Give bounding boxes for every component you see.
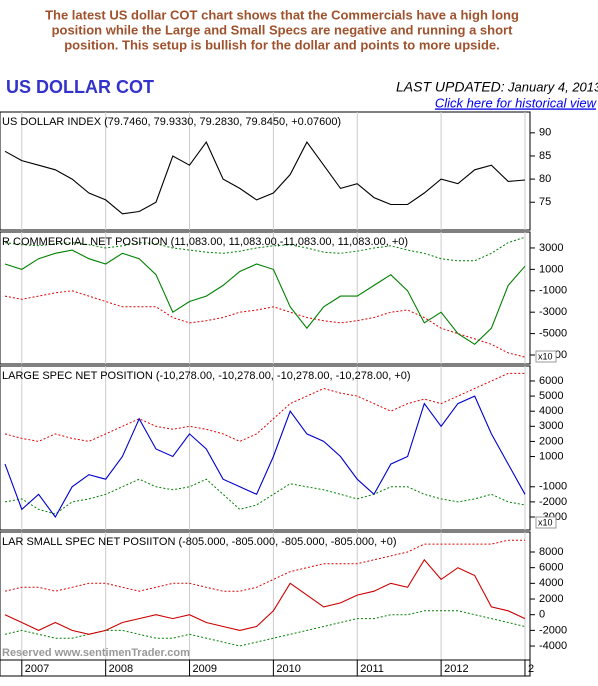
y-tick-label: -1000 (539, 481, 567, 493)
y-tick-label: 75 (539, 196, 551, 208)
y-tick-label: 3000 (539, 242, 563, 254)
y-tick-label: 80 (539, 173, 551, 185)
y-tick-label: -5000 (539, 328, 567, 340)
y-tick-label: -2000 (539, 496, 567, 508)
y-tick-label: 2000 (539, 593, 563, 605)
y-tick-label: 4000 (539, 405, 563, 417)
x-tick-label: 2010 (276, 663, 300, 675)
y-tick-label: 90 (539, 127, 551, 139)
panel-title: LAR SMALL SPEC NET POSIITON (-805.000, -… (2, 536, 396, 548)
x-tick-label: 2008 (109, 663, 133, 675)
y-tick-label: -2000 (539, 624, 567, 636)
panel-title: R COMMERCIAL NET POSITION (11,083.00, 11… (2, 236, 408, 248)
y-tick-label: 6000 (539, 562, 563, 574)
series-line (4, 478, 526, 515)
series-line (4, 141, 526, 215)
panel (0, 231, 531, 365)
x-tick-label: 2012 (444, 663, 468, 675)
header-line: position. This setup is bullish for the … (64, 37, 500, 52)
annotation: x10 (538, 517, 553, 527)
y-tick-label: -4000 (539, 640, 567, 652)
panel-title: LARGE SPEC NET POSITION (-10,278.00, -10… (2, 370, 411, 382)
y-tick-label: 5000 (539, 390, 563, 402)
historical-link[interactable]: Click here for historical view (435, 95, 598, 110)
series-line (4, 395, 526, 519)
y-tick-label: 3000 (539, 420, 563, 432)
y-tick-label: -1000 (539, 285, 567, 297)
series-line (4, 290, 526, 358)
x-tick-label: 2011 (360, 663, 384, 675)
annotation-box (535, 516, 557, 529)
panel (0, 111, 531, 231)
series-line (4, 539, 525, 592)
y-tick-label: 1000 (539, 450, 563, 462)
y-tick-label: -3000 (539, 306, 567, 318)
series-line (4, 249, 526, 345)
watermark: Reserved www.sentimenTrader.com (2, 647, 190, 659)
annotation-box (535, 350, 557, 363)
series-line (4, 558, 526, 635)
y-tick-label: 4000 (539, 577, 563, 589)
site-title: US DOLLAR COT (6, 77, 154, 97)
y-tick-label: 85 (539, 150, 551, 162)
header-line: The latest US dollar COT chart shows tha… (45, 7, 519, 22)
y-tick-label: 6000 (539, 375, 563, 387)
y-tick-label: 1000 (539, 263, 563, 275)
header-line: position while the Large and Small Specs… (52, 22, 514, 37)
x-tick-label: 2007 (25, 663, 49, 675)
panel-title: US DOLLAR INDEX (79.7460, 79.9330, 79.28… (2, 116, 341, 128)
y-tick-label: 8000 (539, 546, 563, 558)
panel (0, 531, 531, 661)
last-updated-label: LAST UPDATED: (396, 79, 505, 95)
x-tick-label: 2009 (193, 663, 217, 675)
y-tick-label: 0 (539, 609, 545, 621)
panel (0, 365, 531, 531)
y-tick-label: 2000 (539, 435, 563, 447)
last-updated-date: January 4, 2013 (507, 79, 598, 94)
x-axis (0, 659, 531, 677)
x-tick-label: 2 (528, 663, 534, 675)
annotation: x10 (538, 351, 553, 361)
series-line (4, 372, 525, 442)
